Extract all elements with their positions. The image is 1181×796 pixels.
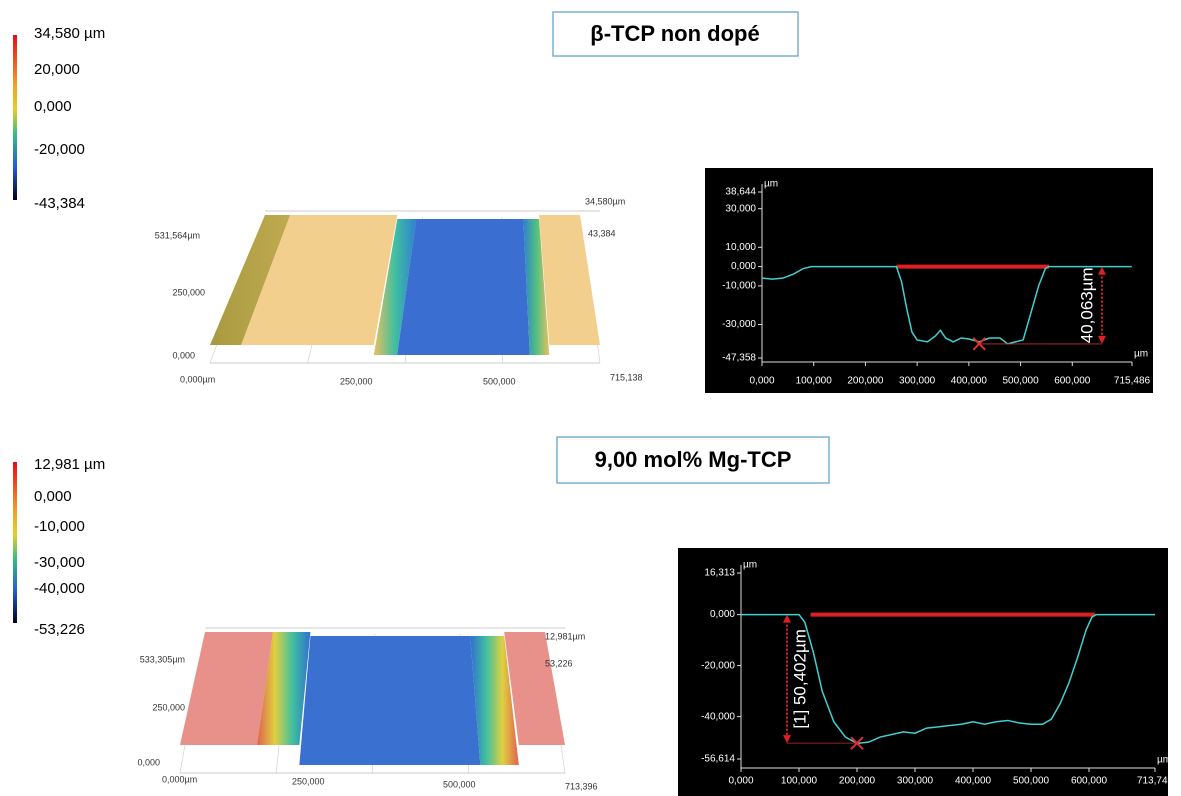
surface-axis-label: 0,000 (172, 350, 195, 360)
surface-axis-label: 12,981µm (545, 631, 585, 641)
title-box (552, 11, 799, 57)
color-scale-label: 20,000 (34, 61, 80, 78)
surface-strip (397, 219, 530, 355)
surface-strip (180, 632, 273, 745)
x-tick-label: 713,745 (1137, 776, 1174, 787)
x-tick-label: 300,000 (897, 776, 934, 787)
surface-axis-label: 0,000µm (180, 374, 215, 384)
surface-strip (373, 219, 417, 355)
surface-strip (504, 632, 565, 745)
x-tick-label: 100,000 (781, 776, 818, 787)
y-axis-unit: µm (743, 560, 757, 571)
x-tick-label: 400,000 (951, 376, 988, 387)
x-tick-label: 200,000 (847, 376, 884, 387)
color-scale-label: 12,981 µm (34, 456, 105, 473)
y-tick-label: -10,000 (722, 281, 756, 292)
y-tick-label: 16,313 (704, 568, 735, 579)
y-tick-label: 38,644 (725, 187, 756, 198)
x-tick-label: 600,000 (1071, 776, 1108, 787)
panel-title: 9,00 mol% Mg-TCP (595, 447, 792, 472)
x-tick-label: 300,000 (899, 376, 936, 387)
profile-bg (705, 168, 1153, 393)
surface-strip (539, 215, 600, 345)
surface-strip (470, 636, 519, 765)
y-tick-label: -20,000 (701, 660, 735, 671)
measurement-label: 40,063µm (1077, 267, 1096, 343)
color-scale-label: -40,000 (34, 580, 85, 597)
surface-strip (523, 219, 550, 355)
surface-axis-label: 250,000 (172, 287, 205, 297)
surface-axis-label: 250,000 (292, 776, 325, 786)
x-tick-label: 0,000 (728, 776, 753, 787)
x-tick-label: 400,000 (955, 776, 992, 787)
surface-axis-label: 500,000 (443, 779, 476, 789)
measurement-label: [1] 50,402µm (790, 629, 809, 729)
y-tick-label: 0,000 (710, 609, 735, 620)
color-scale-label: -30,000 (34, 554, 85, 571)
x-tick-label: 100,000 (796, 376, 833, 387)
x-axis-unit: µm (1157, 755, 1171, 766)
color-scale-label: 0,000 (34, 488, 72, 505)
color-scale-label: -10,000 (34, 518, 85, 535)
surface-axis-label: 0,000 (137, 757, 160, 767)
surface-axis-label: 250,000 (340, 376, 373, 386)
surface-axis-label: 0,000µm (162, 774, 197, 784)
surface-axis-label: 531,564µm (155, 230, 200, 240)
dynamic-layer: 34,580 µm 20,000 0,000 -20,000 -43,384 12,981… (34, 25, 1174, 791)
surface-axis-label: 713,396 (565, 781, 598, 791)
color-scale-label: -20,000 (34, 141, 85, 158)
x-tick-label: 715,486 (1114, 376, 1151, 387)
surface-axis-label: 715,138 (610, 372, 643, 382)
surface-strip (299, 636, 481, 765)
title-box (556, 436, 830, 484)
x-tick-label: 200,000 (839, 776, 876, 787)
y-tick-label: -40,000 (701, 711, 735, 722)
x-tick-label: 0,000 (749, 376, 774, 387)
surface-strip (241, 215, 398, 345)
surface-axis-label: 500,000 (483, 376, 516, 386)
y-tick-label: -47,358 (722, 353, 756, 364)
surface-axis-label: 34,580µm (585, 196, 625, 206)
color-bar (13, 462, 17, 623)
surface-strip (210, 215, 291, 345)
y-tick-label: -56,614 (701, 754, 735, 765)
color-bar (13, 35, 17, 200)
y-tick-label: -30,000 (722, 319, 756, 330)
x-tick-label: 500,000 (1002, 376, 1039, 387)
color-scale-label: -53,226 (34, 621, 85, 638)
color-scale-label: 0,000 (34, 98, 72, 115)
y-tick-label: 0,000 (731, 261, 756, 272)
color-scale-label: -43,384 (34, 195, 85, 212)
marker (850, 736, 864, 750)
surface-axis-label: 43,384 (588, 228, 616, 238)
surface-axis-label: 53,226 (545, 658, 573, 668)
x-axis-unit: µm (1134, 349, 1148, 360)
panel-title: β-TCP non dopé (590, 21, 759, 46)
profile-line (741, 613, 1155, 745)
color-scale-label: 34,580 µm (34, 25, 105, 42)
y-tick-label: 30,000 (725, 203, 756, 214)
profile-bg (678, 548, 1168, 796)
surface-strip (257, 632, 311, 745)
profile-line (761, 265, 1132, 345)
surface-axis-label: 250,000 (152, 702, 185, 712)
x-tick-label: 600,000 (1054, 376, 1091, 387)
surface-axis-label: 533,305µm (140, 654, 185, 664)
arrow-head (1098, 266, 1106, 344)
y-axis-unit: µm (764, 179, 778, 190)
x-tick-label: 500,000 (1013, 776, 1050, 787)
y-tick-label: 10,000 (725, 242, 756, 253)
